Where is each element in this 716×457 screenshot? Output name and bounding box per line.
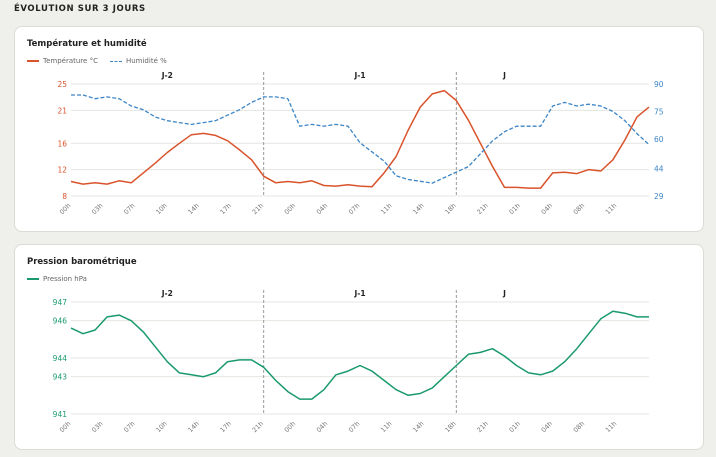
legend-label-temperature: Température °C [43,57,98,65]
legend-item-humidity[interactable]: Humidité % [109,57,167,65]
y-right-tick-4: 90 [654,80,664,89]
x-tick-3: 10h [154,420,168,434]
x-tick-14: 01h [508,420,522,434]
legend-item-temperature[interactable]: Température °C [27,57,98,65]
day-label-1: J-1 [353,289,365,298]
y-right-tick-3: 75 [654,108,664,117]
y-left-tick-1: 12 [57,166,67,175]
x-tick-1: 03h [90,420,104,434]
temperature-humidity-chart: 8 12 16 21 25 29 44 60 75 90 J-2 J-1 J 00h 03h 07h 10h 14… [57,71,664,216]
day-label-2: J [502,71,506,80]
pressure-card: Pression barométrique Pression hPa 941 94… [14,244,704,450]
x-tick-2: 07h [122,202,136,216]
pressure-swatch [27,278,39,280]
pressure-chart: 941 943 944 946 947 J-2 J-1 J 00h 03h 07h 10h 14h 17h… [53,289,649,434]
x-tick-4: 14h [186,420,200,434]
y-left-tick-4: 25 [57,80,67,89]
legend-label-pressure: Pression hPa [43,275,87,283]
x-tick-16: 08h [572,420,586,434]
x-tick-7: 00h [283,202,297,216]
series-line-température [70,89,650,189]
y-left-tick-3: 946 [53,317,68,326]
x-tick-16: 08h [572,202,586,216]
x-tick-12: 18h [443,202,457,216]
y-left-tick-4: 947 [53,298,68,307]
y-left-tick-3: 21 [57,106,67,115]
x-tick-6: 21h [251,202,265,216]
x-tick-7: 00h [283,420,297,434]
x-tick-12: 18h [443,420,457,434]
series-line-pression [70,310,649,400]
x-tick-2: 07h [122,420,136,434]
legend-label-humidity: Humidité % [125,57,167,65]
humidity-swatch [109,60,122,62]
legend-item-pressure[interactable]: Pression hPa [27,275,87,283]
x-tick-10: 11h [379,202,393,216]
y-left-tick-2: 16 [57,139,67,148]
temperature-humidity-title: Température et humidité [27,39,147,49]
x-tick-9: 07h [347,420,361,434]
x-tick-15: 04h [540,420,554,434]
x-tick-0: 00h [58,420,72,434]
x-tick-14: 01h [508,202,522,216]
y-left-tick-2: 944 [53,354,68,363]
x-tick-13: 21h [475,420,489,434]
x-tick-5: 17h [219,420,233,434]
x-tick-11: 14h [411,420,425,434]
day-label-0: J-2 [161,289,173,298]
day-label-0: J-2 [161,71,173,80]
x-tick-5: 17h [219,202,233,216]
x-tick-9: 07h [347,202,361,216]
pressure-title: Pression barométrique [27,257,137,267]
page-title: ÉVOLUTION SUR 3 JOURS [14,4,146,14]
x-tick-17: 11h [604,420,618,434]
x-tick-17: 11h [604,202,618,216]
x-tick-13: 21h [475,202,489,216]
temperature-swatch [27,60,39,62]
x-tick-10: 11h [379,420,393,434]
x-tick-15: 04h [540,202,554,216]
y-left-tick-0: 941 [53,410,68,419]
y-left-tick-1: 943 [53,373,68,382]
y-right-tick-2: 60 [654,135,664,144]
x-tick-1: 03h [90,202,104,216]
day-label-2: J [502,289,506,298]
temperature-humidity-card: Température et humidité Température °C H… [14,26,704,232]
pressure-legend: Pression hPa [27,275,99,283]
x-tick-0: 00h [58,202,72,216]
x-tick-4: 14h [186,202,200,216]
y-right-tick-0: 29 [654,192,664,201]
x-tick-8: 04h [315,202,329,216]
x-tick-3: 10h [154,202,168,216]
x-tick-8: 04h [315,420,329,434]
x-tick-11: 14h [411,202,425,216]
y-right-tick-1: 44 [654,164,664,173]
y-left-tick-0: 8 [62,192,67,201]
series-line-humidité [71,94,650,184]
temperature-humidity-legend: Température °C Humidité % [27,57,179,65]
day-label-1: J-1 [353,71,365,80]
x-tick-6: 21h [251,420,265,434]
